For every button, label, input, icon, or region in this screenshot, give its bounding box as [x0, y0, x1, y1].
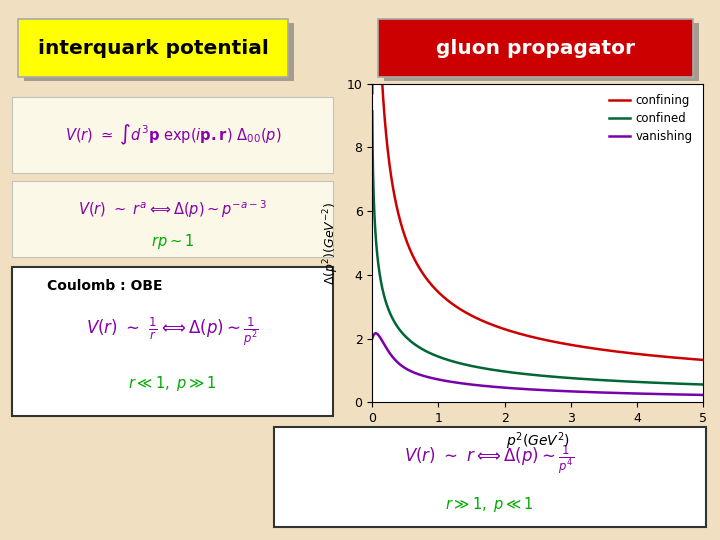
confining: [426, 280, 434, 286]
Text: $rp \sim 1$: $rp \sim 1$: [151, 232, 194, 252]
confining: [657, 353, 666, 360]
confining: [406, 247, 415, 253]
vanishing: [426, 374, 434, 381]
Text: $V(r) \ \sim \ r^a \Longleftrightarrow \Delta(p) \sim p^{-a-3}$: $V(r) \ \sim \ r^a \Longleftrightarrow \…: [78, 199, 267, 220]
confining: [510, 329, 518, 335]
Line: confined: confined: [372, 111, 703, 384]
FancyBboxPatch shape: [12, 181, 333, 256]
vanishing: [510, 385, 518, 392]
vanishing: [372, 330, 380, 336]
confined: [657, 380, 665, 386]
Text: gluon propagator: gluon propagator: [436, 38, 635, 58]
confining: [693, 356, 701, 363]
Text: $r \gg 1,\ p \ll 1$: $r \gg 1,\ p \ll 1$: [445, 495, 534, 515]
Y-axis label: $\Delta(p^2)(GeV^{-2})$: $\Delta(p^2)(GeV^{-2})$: [322, 201, 341, 285]
Line: confining: confining: [372, 0, 703, 360]
Text: $V(r) \ \simeq \ \int d^3\mathbf{p} \ \exp(i\mathbf{p.r}) \ \Delta_{00}(p)$: $V(r) \ \simeq \ \int d^3\mathbf{p} \ \e…: [65, 123, 281, 147]
FancyBboxPatch shape: [274, 427, 706, 526]
vanishing: [495, 384, 504, 390]
Legend: confining, confined, vanishing: confining, confined, vanishing: [604, 90, 698, 147]
Text: $r \ll 1,\ p \gg 1$: $r \ll 1,\ p \gg 1$: [128, 374, 217, 393]
Text: Coulomb : OBE: Coulomb : OBE: [47, 279, 162, 293]
confining: [495, 324, 504, 330]
confining: [699, 357, 708, 363]
Line: vanishing: vanishing: [372, 333, 703, 395]
FancyBboxPatch shape: [384, 23, 699, 81]
confined: [495, 368, 503, 374]
confined: [699, 381, 708, 388]
Text: $V(r) \ \sim \ r \Longleftrightarrow \Delta(p) \sim \frac{1}{p^4}$: $V(r) \ \sim \ r \Longleftrightarrow \De…: [405, 444, 575, 476]
vanishing: [693, 392, 701, 398]
confined: [693, 381, 701, 388]
FancyBboxPatch shape: [24, 23, 294, 81]
confined: [426, 350, 434, 356]
FancyBboxPatch shape: [12, 267, 333, 416]
confining: [368, 90, 377, 96]
confined: [368, 108, 377, 114]
FancyBboxPatch shape: [378, 19, 693, 77]
Text: interquark potential: interquark potential: [38, 38, 269, 58]
confined: [405, 338, 414, 344]
X-axis label: $p^2(GeV^2)$: $p^2(GeV^2)$: [506, 430, 570, 452]
vanishing: [406, 368, 415, 374]
vanishing: [699, 392, 708, 398]
Text: $V(r) \ \sim \ \frac{1}{r} \Longleftrightarrow \Delta(p) \sim \frac{1}{p^2}$: $V(r) \ \sim \ \frac{1}{r} \Longleftrigh…: [86, 316, 259, 348]
vanishing: [368, 335, 377, 342]
confined: [509, 369, 518, 376]
FancyBboxPatch shape: [18, 19, 288, 77]
vanishing: [657, 391, 666, 397]
FancyBboxPatch shape: [12, 97, 333, 173]
